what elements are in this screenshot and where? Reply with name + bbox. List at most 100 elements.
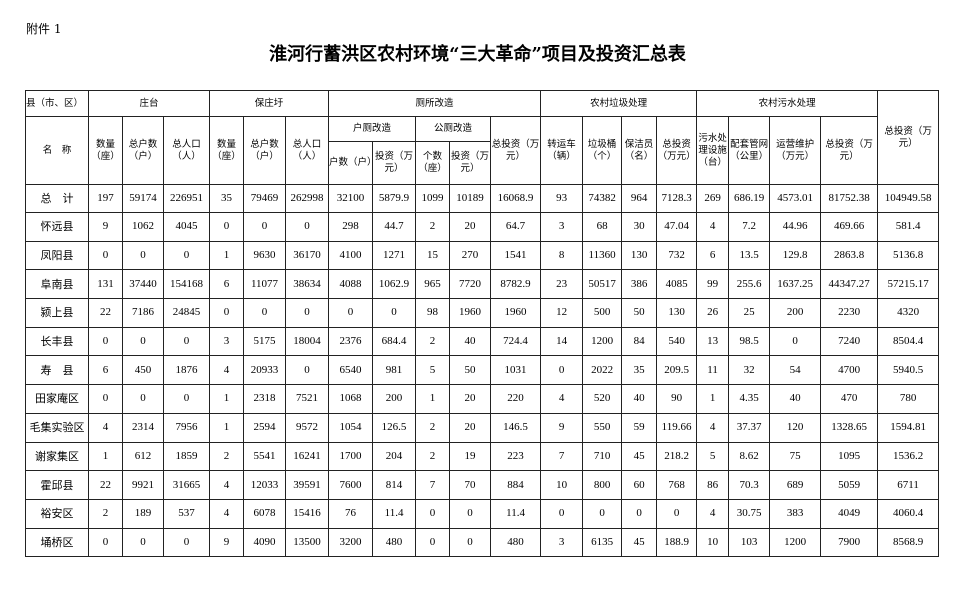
- table-cell: 4060.4: [877, 498, 940, 529]
- table-cell: 0: [284, 298, 330, 328]
- table-cell: 0: [243, 212, 286, 242]
- table-cell: 76: [328, 498, 374, 529]
- county-name: 阜南县: [25, 269, 89, 300]
- table-cell: 200: [769, 298, 822, 328]
- table-cell: 7240: [820, 326, 879, 357]
- table-cell: 4: [540, 384, 584, 414]
- table-cell: 1541: [490, 240, 542, 271]
- table-cell: 0: [122, 527, 164, 558]
- table-cell: 4573.01: [769, 184, 822, 213]
- table-cell: 732: [656, 240, 698, 271]
- table-cell: 7: [415, 470, 451, 500]
- table-cell: 146.5: [490, 412, 542, 443]
- table-cell: 223: [490, 441, 542, 472]
- table-cell: 4045: [163, 212, 210, 242]
- table-cell: 2022: [582, 355, 623, 386]
- table-cell: 298: [328, 212, 374, 242]
- table-cell: 0: [415, 527, 451, 558]
- table-cell: 59: [621, 412, 658, 443]
- table-cell: 7720: [449, 269, 492, 300]
- table-cell: 131: [88, 269, 123, 300]
- table-cell: 255.6: [728, 269, 771, 300]
- table-cell: 22: [88, 298, 123, 328]
- table-cell: 0: [122, 326, 164, 357]
- table-cell: 4049: [820, 498, 879, 529]
- table-cell: 5059: [820, 470, 879, 500]
- table-cell: 4.35: [728, 384, 771, 414]
- table-cell: 884: [490, 470, 542, 500]
- table-cell: 1062: [122, 212, 164, 242]
- table-cell: 0: [163, 384, 210, 414]
- table-cell: 2: [415, 326, 451, 357]
- table-cell: 84: [621, 326, 658, 357]
- table-cell: 540: [656, 326, 698, 357]
- table-cell: 270: [449, 240, 492, 271]
- table-cell: 1876: [163, 355, 210, 386]
- col-header: 数量（座）: [88, 116, 123, 185]
- table-cell: 3200: [328, 527, 374, 558]
- table-row: 田家庵区 0 0 0 1 2318 7521 1068 200 1 20 220 4 520 40 90 1 4.…: [25, 384, 940, 414]
- table-cell: 189: [122, 498, 164, 529]
- table-cell: 2863.8: [820, 240, 879, 271]
- table-cell: 120: [769, 412, 822, 443]
- col-header: 运营维护（万元）: [769, 116, 822, 185]
- table-cell: 11.4: [372, 498, 417, 529]
- table-cell: 0: [449, 498, 492, 529]
- table-row: 霍邱县 22 9921 31665 4 12033 39591 7600 814 7 70 884 10…: [25, 470, 940, 500]
- table-cell: 54: [769, 355, 822, 386]
- table-cell: 4: [696, 212, 730, 242]
- table-cell: 9: [209, 527, 244, 558]
- table-row: 寿 县 6 450 1876 4 20933 0 6540 981 5 50 1031 0 2022 35 2…: [25, 355, 940, 386]
- table-cell: 20: [449, 212, 492, 242]
- table-cell: 537: [163, 498, 210, 529]
- table-cell: 480: [372, 527, 417, 558]
- table-cell: 25: [728, 298, 771, 328]
- table-cell: 4100: [328, 240, 374, 271]
- table-cell: 35: [209, 184, 244, 213]
- table-cell: 0: [656, 498, 698, 529]
- table-cell: 11.4: [490, 498, 542, 529]
- table-cell: 5541: [243, 441, 286, 472]
- table-cell: 15416: [284, 498, 330, 529]
- table-cell: 10: [540, 470, 584, 500]
- table-cell: 965: [415, 269, 451, 300]
- table-cell: 4: [209, 355, 244, 386]
- table-cell: 2594: [243, 412, 286, 443]
- table-cell: 6135: [582, 527, 623, 558]
- table-cell: 130: [621, 240, 658, 271]
- table-cell: 35: [621, 355, 658, 386]
- table-cell: 90: [656, 384, 698, 414]
- table-cell: 386: [621, 269, 658, 300]
- col-header: 保洁员（名）: [621, 116, 658, 185]
- table-cell: 8504.4: [877, 326, 940, 357]
- table-cell: 37440: [122, 269, 164, 300]
- table-cell: 800: [582, 470, 623, 500]
- col-header: 个数（座）: [415, 141, 451, 185]
- table-cell: 8782.9: [490, 269, 542, 300]
- table-cell: 0: [122, 384, 164, 414]
- table-cell: 36170: [284, 240, 330, 271]
- county-name: 毛集实验区: [25, 412, 89, 443]
- table-cell: 689: [769, 470, 822, 500]
- table-cell: 44.96: [769, 212, 822, 242]
- total-row: 总 计 197 59174 226951 35 79469 262998 32100 5879.…: [25, 184, 940, 213]
- table-cell: 37.37: [728, 412, 771, 443]
- zhuangtai-header: 庄台: [88, 90, 210, 117]
- county-name: 颍上县: [25, 298, 89, 328]
- table-row: 埇桥区 0 0 0 9 4090 13500 3200 480 0 0 480 3 6135 45 188.9…: [25, 527, 940, 558]
- table-cell: 44.7: [372, 212, 417, 242]
- table-cell: 81752.38: [820, 184, 879, 213]
- col-header: 配套管网（公里）: [728, 116, 771, 185]
- table-cell: 13.5: [728, 240, 771, 271]
- table-cell: 814: [372, 470, 417, 500]
- table-cell: 12033: [243, 470, 286, 500]
- garbage-header: 农村垃圾处理: [540, 90, 698, 117]
- table-cell: 20933: [243, 355, 286, 386]
- document-title: 淮河行蓄洪区农村环境“三大革命”项目及投资汇总表: [269, 44, 686, 65]
- table-cell: 0: [415, 498, 451, 529]
- table-cell: 75: [769, 441, 822, 472]
- table-cell: 4320: [877, 298, 940, 328]
- table-cell: 2318: [243, 384, 286, 414]
- baozhuangyu-header: 保庄圩: [208, 90, 330, 117]
- table-cell: 6: [209, 269, 244, 300]
